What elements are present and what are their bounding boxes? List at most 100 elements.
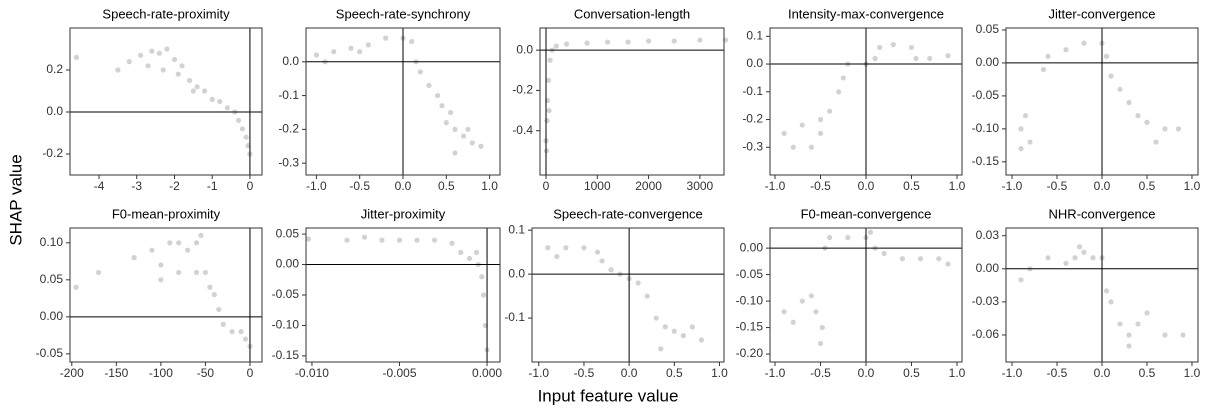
y-tick-label: -0.06 <box>972 327 1000 341</box>
y-tick-label: 0.0 <box>282 54 299 68</box>
point <box>175 71 181 77</box>
chart-title: Intensity-max-convergence <box>788 6 944 21</box>
point <box>1081 249 1087 255</box>
point <box>1103 53 1110 59</box>
x-tick-label: 1.0 <box>1184 179 1201 193</box>
y-tick-label: -0.15 <box>972 154 1000 168</box>
point <box>599 258 605 264</box>
y-tick-label: -0.05 <box>36 346 64 360</box>
x-tick-label: 0.0 <box>1094 179 1111 193</box>
x-tick-label: 1.0 <box>949 366 966 380</box>
point <box>671 328 677 334</box>
chart-title: Speech-rate-proximity <box>102 6 230 21</box>
y-tick-label: -0.05 <box>736 267 764 281</box>
point <box>680 333 686 339</box>
point <box>1117 321 1123 327</box>
point <box>936 256 942 262</box>
point <box>799 298 805 304</box>
x-tick-label: -0.5 <box>1047 179 1068 193</box>
point <box>365 42 371 48</box>
point <box>95 269 102 276</box>
point <box>1117 86 1123 92</box>
point <box>448 109 454 116</box>
point <box>176 269 182 276</box>
point <box>383 35 389 41</box>
panel-border <box>305 27 501 176</box>
y-tick-label: -0.2 <box>42 146 63 160</box>
x-tick-label: -2 <box>169 179 180 193</box>
point <box>1081 40 1087 46</box>
x-tick-label: -150 <box>104 366 128 380</box>
point <box>872 55 878 62</box>
y-tick-label: -0.2 <box>512 83 533 97</box>
point <box>827 108 833 114</box>
point <box>1045 255 1051 261</box>
point <box>553 43 559 49</box>
point <box>379 237 385 243</box>
point <box>808 144 815 150</box>
point <box>167 240 173 246</box>
y-tick-label: 0.00 <box>976 261 1000 275</box>
point <box>409 38 415 45</box>
point <box>1018 277 1024 283</box>
point <box>73 54 80 61</box>
point <box>927 55 933 62</box>
point <box>1063 260 1069 266</box>
point <box>563 245 569 251</box>
x-tick-label: 0.5 <box>1139 179 1156 193</box>
y-tick-label: -0.3 <box>278 155 299 169</box>
point <box>435 92 441 99</box>
y-tick-label: -0.3 <box>742 139 763 153</box>
point <box>1076 244 1083 250</box>
point <box>220 321 226 327</box>
point <box>479 274 485 280</box>
point <box>1045 53 1051 59</box>
point <box>594 249 601 255</box>
y-axis-title: SHAP value <box>6 154 25 245</box>
point <box>608 267 614 273</box>
y-tick-label: -0.1 <box>504 310 525 324</box>
y-tick-label: 0.0 <box>46 104 63 118</box>
point <box>313 52 319 58</box>
point <box>229 329 235 335</box>
x-tick-label: 2000 <box>635 179 662 193</box>
point <box>658 346 664 352</box>
point <box>817 340 824 347</box>
panel-border <box>769 27 963 176</box>
point <box>1153 139 1159 145</box>
point <box>908 44 915 51</box>
point <box>1135 321 1141 327</box>
y-tick-label: 0.05 <box>40 272 64 286</box>
point <box>1180 332 1186 338</box>
point <box>193 269 200 276</box>
y-tick-label: -0.10 <box>272 318 300 332</box>
point <box>305 236 312 242</box>
point <box>653 315 659 321</box>
point <box>242 336 249 342</box>
point <box>209 96 215 102</box>
chart-title: Speech-rate-convergence <box>553 206 703 221</box>
point <box>449 240 455 246</box>
point <box>554 253 560 260</box>
x-tick-label: 0 <box>247 179 254 193</box>
y-tick-label: -0.15 <box>272 348 300 362</box>
x-tick-label: 1.0 <box>481 179 498 193</box>
panel-border <box>769 227 963 363</box>
y-tick-label: 0.2 <box>46 62 63 76</box>
point <box>817 116 824 123</box>
chart-title: Conversation-length <box>574 6 690 21</box>
x-tick-label: 1.0 <box>711 366 728 380</box>
point <box>431 237 438 243</box>
x-tick-label: 0 <box>247 366 254 380</box>
point <box>1063 47 1069 53</box>
y-tick-label: 0.05 <box>976 22 1000 36</box>
point <box>217 98 223 105</box>
point <box>1126 99 1132 106</box>
y-tick-label: 0.00 <box>740 240 764 254</box>
point <box>581 245 587 251</box>
point <box>158 262 164 268</box>
panel-border <box>305 227 501 363</box>
y-tick-label: -0.05 <box>972 88 1000 102</box>
chart-title: Speech-rate-synchrony <box>336 6 471 21</box>
x-tick-label: 0.5 <box>1139 366 1156 380</box>
